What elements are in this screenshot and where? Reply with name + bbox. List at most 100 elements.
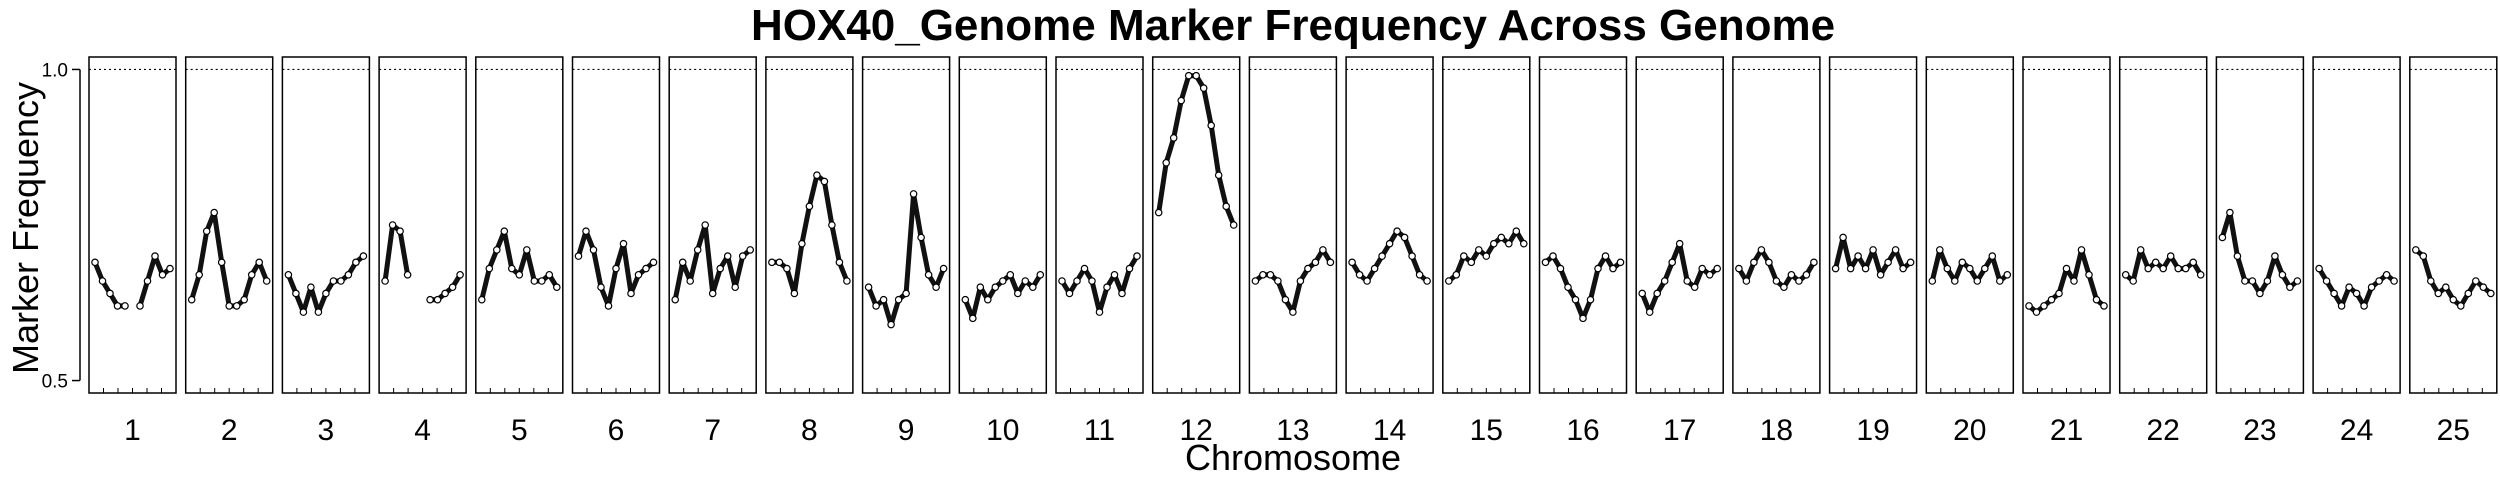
data-point — [2472, 277, 2480, 285]
panel-frame — [765, 56, 854, 394]
data-point — [2419, 252, 2428, 260]
chromosome-panel: 1 — [88, 56, 177, 447]
data-point — [1080, 264, 1089, 273]
data-point — [2457, 302, 2465, 310]
data-point — [1705, 270, 1714, 279]
data-point — [1304, 264, 1312, 273]
data-point — [1452, 270, 1461, 279]
data-point — [1772, 277, 1781, 285]
data-point — [314, 308, 323, 316]
data-point — [2032, 308, 2041, 316]
panel-frame — [2022, 56, 2111, 394]
data-point — [894, 295, 903, 304]
data-point — [1058, 277, 1066, 285]
data-point — [1884, 258, 1892, 267]
data-point — [2360, 302, 2368, 310]
data-point — [537, 277, 546, 285]
data-point — [247, 270, 256, 279]
data-point — [2070, 277, 2078, 285]
data-point — [2226, 208, 2234, 217]
chromosome-panel: 16 — [1538, 56, 1628, 447]
data-point — [2144, 264, 2153, 273]
data-point — [1400, 233, 1409, 242]
chromosome-panel: 12 — [1151, 56, 1241, 447]
data-point — [708, 289, 717, 298]
data-point — [1088, 277, 1096, 285]
chart-title: HOX40_Genome Marker Frequency Across Gen… — [751, 1, 1835, 50]
data-point — [2278, 270, 2287, 279]
data-point — [1013, 289, 1022, 298]
data-point — [485, 264, 494, 273]
data-point — [1586, 295, 1595, 304]
data-point — [998, 277, 1007, 285]
data-point — [2479, 283, 2488, 292]
data-point — [1319, 246, 1327, 254]
data-point — [1795, 277, 1803, 285]
data-point — [530, 277, 539, 285]
chromosome-panel: 17 — [1635, 56, 1724, 447]
x-tick-label: 17 — [1663, 414, 1696, 447]
data-point — [1385, 239, 1394, 248]
data-point — [1073, 277, 1081, 285]
data-point — [1475, 246, 1483, 254]
data-point — [1177, 96, 1186, 105]
chromosome-panel: 15 — [1442, 56, 1531, 447]
data-point — [2241, 277, 2249, 285]
data-point — [798, 239, 806, 248]
data-point — [1415, 270, 1424, 279]
x-tick-label: 19 — [1856, 414, 1889, 447]
data-point — [1162, 158, 1171, 167]
data-point — [932, 283, 940, 292]
data-point — [507, 264, 516, 273]
data-point — [879, 295, 888, 304]
data-point — [1169, 134, 1178, 142]
data-point — [2151, 258, 2160, 267]
data-point — [1564, 283, 1572, 292]
data-point — [1601, 252, 1610, 260]
data-point — [143, 277, 152, 285]
panel-frame — [88, 56, 177, 394]
data-point — [1229, 221, 1238, 229]
data-point — [738, 252, 747, 260]
data-point — [2100, 302, 2108, 310]
chromosome-panel: 19 — [1828, 56, 1918, 447]
data-point — [1571, 295, 1580, 304]
data-point — [1951, 277, 1959, 285]
y-tick-label: 0.5 — [42, 372, 68, 393]
data-point — [2375, 277, 2383, 285]
data-point — [500, 227, 509, 236]
data-point — [2434, 289, 2443, 298]
data-point — [522, 246, 531, 254]
chromosome-panel: 3 — [281, 56, 371, 447]
data-point — [2121, 270, 2130, 279]
data-point — [1742, 277, 1751, 285]
chromosome-panel: 9 — [861, 56, 951, 447]
data-point — [329, 277, 338, 285]
data-point — [627, 289, 635, 298]
data-point — [1006, 270, 1015, 279]
data-point — [1036, 270, 1045, 279]
data-point — [2286, 283, 2294, 292]
data-point — [1660, 277, 1669, 285]
data-point — [1609, 264, 1617, 273]
chromosome-panel: 24 — [2312, 56, 2401, 447]
data-point — [477, 295, 486, 304]
x-tick-label: 15 — [1470, 414, 1503, 447]
data-point — [2218, 233, 2227, 242]
data-point — [1653, 289, 1662, 298]
data-point — [1936, 246, 1944, 254]
data-point — [381, 277, 389, 285]
data-point — [2337, 302, 2346, 310]
chromosome-panel: 6 — [571, 56, 661, 447]
data-point — [2025, 302, 2033, 310]
data-point — [2322, 277, 2331, 285]
data-point — [775, 258, 784, 267]
data-point — [2085, 270, 2093, 279]
chromosome-panel: 25 — [2409, 56, 2498, 447]
panel-frame — [2409, 56, 2498, 394]
data-point — [1891, 246, 1900, 254]
data-point — [574, 252, 583, 260]
x-tick-label: 11 — [1084, 414, 1115, 447]
data-point — [2092, 295, 2101, 304]
